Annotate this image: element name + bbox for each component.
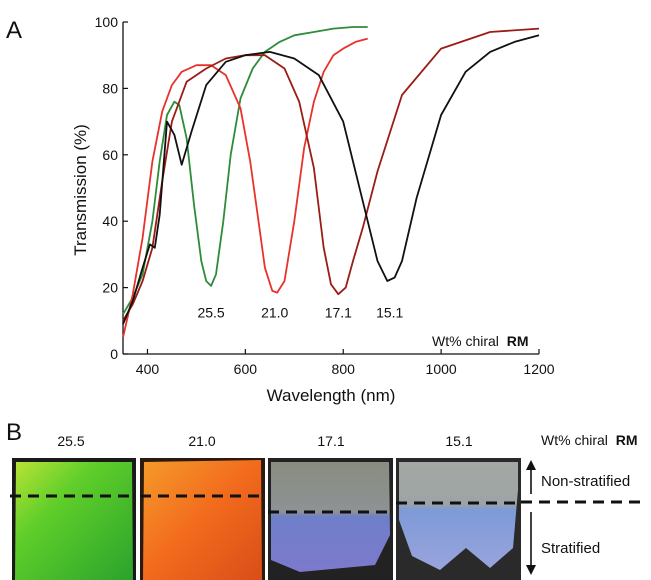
y-tick-label: 20 (102, 280, 118, 296)
y-tick-label: 80 (102, 80, 118, 96)
photo-sample-4: 15.1 (396, 433, 521, 580)
panel-a-letter: A (6, 17, 22, 44)
plot-area: 0 20 40 60 80 100 400 600 800 1000 1200 25.5 21.0 17.… (95, 14, 555, 377)
series-line-3 (122, 27, 540, 322)
photo-film-4 (399, 462, 518, 570)
y-tick-label: 100 (95, 14, 119, 30)
y-tick-label: 0 (110, 346, 118, 362)
photo-film-3 (271, 462, 390, 572)
photo-film-1 (15, 462, 133, 580)
photo-header: Wt% chiral RM (541, 432, 638, 448)
series-line-2 (122, 37, 368, 338)
x-tick-label: 1000 (426, 361, 457, 377)
panel-b-letter: B (6, 419, 22, 446)
x-tick-label: 1200 (523, 361, 554, 377)
photo-sample-2: 21.0 (140, 433, 265, 580)
x-axis-title: Wavelength (nm) (267, 386, 396, 405)
photo-label-1: 25.5 (57, 433, 84, 449)
series-line-1 (122, 26, 368, 315)
x-tick-label: 400 (136, 361, 160, 377)
y-tick-label: 40 (102, 213, 118, 229)
x-tick-label: 600 (234, 361, 258, 377)
series-line-4 (122, 34, 540, 325)
legend-title: Wt% chiral RM (432, 333, 529, 349)
photo-sample-3: 17.1 (268, 433, 393, 580)
photo-film-2 (143, 460, 262, 580)
y-axis-title: Transmission (%) (71, 124, 90, 256)
series-label-2: 21.0 (261, 304, 288, 320)
x-tick-label: 800 (332, 361, 356, 377)
photo-label-4: 15.1 (445, 433, 472, 449)
photo-sample-1: 25.5 (10, 433, 136, 580)
series-label-4: 15.1 (376, 304, 403, 320)
stratified-label: Stratified (541, 540, 600, 557)
series-label-1: 25.5 (197, 304, 224, 320)
non-stratified-arrow (526, 460, 536, 494)
non-stratified-label: Non-stratified (541, 473, 630, 490)
series-label-3: 17.1 (325, 304, 352, 320)
photo-label-2: 21.0 (188, 433, 215, 449)
photo-label-3: 17.1 (317, 433, 344, 449)
y-tick-label: 60 (102, 147, 118, 163)
stratified-arrow (526, 512, 536, 575)
